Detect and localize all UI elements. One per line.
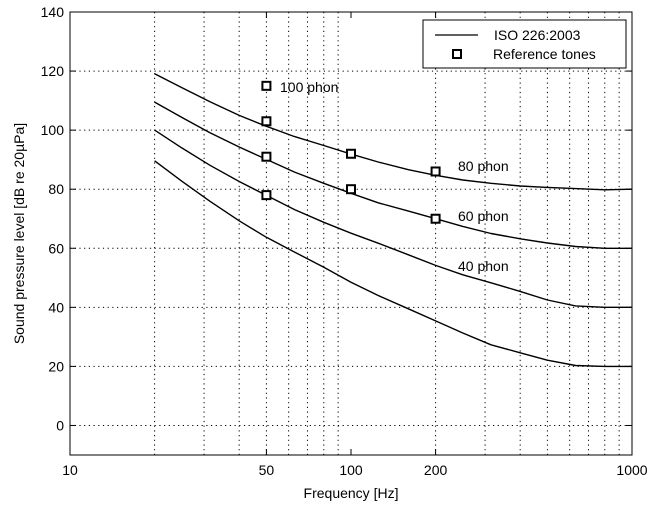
y-tick-label: 20 xyxy=(48,358,64,374)
reference-tone-marker xyxy=(261,151,272,162)
x-tick-label: 100 xyxy=(339,462,363,478)
reference-tone-marker xyxy=(346,148,356,159)
y-tick-label: 0 xyxy=(56,417,64,433)
y-tick-label: 40 xyxy=(48,299,64,315)
contour-line-3 xyxy=(154,73,633,191)
y-tick-label: 140 xyxy=(41,4,65,20)
grid xyxy=(70,12,632,455)
reference-markers xyxy=(261,80,441,224)
x-tick-label: 10 xyxy=(62,462,78,478)
x-tick-label: 50 xyxy=(259,462,275,478)
curve-label-40-phon: 40 phon xyxy=(458,258,509,274)
contour-line-2 xyxy=(154,101,632,250)
legend-marker-sample xyxy=(452,49,462,59)
axis-ticks: 10 50 100 200 1000 0 20 40 60 80 100 120 140 xyxy=(41,4,648,478)
contour-line-1 xyxy=(154,129,632,308)
legend: ISO 226:2003 Reference tones xyxy=(422,19,627,69)
y-tick-label: 100 xyxy=(41,122,65,138)
x-axis-label: Frequency [Hz] xyxy=(304,485,399,501)
reference-tone-marker xyxy=(261,190,272,201)
legend-line-label: ISO 226:2003 xyxy=(494,27,581,43)
x-tick-label: 200 xyxy=(424,462,448,478)
y-tick-label: 80 xyxy=(48,181,64,197)
legend-box xyxy=(422,19,627,69)
contour-line-0 xyxy=(154,160,632,368)
reference-tone-marker xyxy=(261,80,272,91)
y-tick-label: 60 xyxy=(48,240,64,256)
y-tick-label: 120 xyxy=(41,63,65,79)
y-axis-label: Sound pressure level [dB re 20µPa] xyxy=(11,123,27,344)
x-tick-label: 1000 xyxy=(616,462,647,478)
series-lines xyxy=(154,73,633,368)
reference-tone-marker xyxy=(430,213,441,224)
reference-tone-marker xyxy=(346,184,356,195)
curve-label-100-phon: 100 phon xyxy=(280,79,338,95)
reference-tone-marker xyxy=(430,166,441,177)
legend-marker-label: Reference tones xyxy=(493,46,596,62)
curve-label-60-phon: 60 phon xyxy=(458,208,509,224)
curve-label-80-phon: 80 phon xyxy=(458,158,509,174)
reference-tone-marker xyxy=(261,116,272,127)
